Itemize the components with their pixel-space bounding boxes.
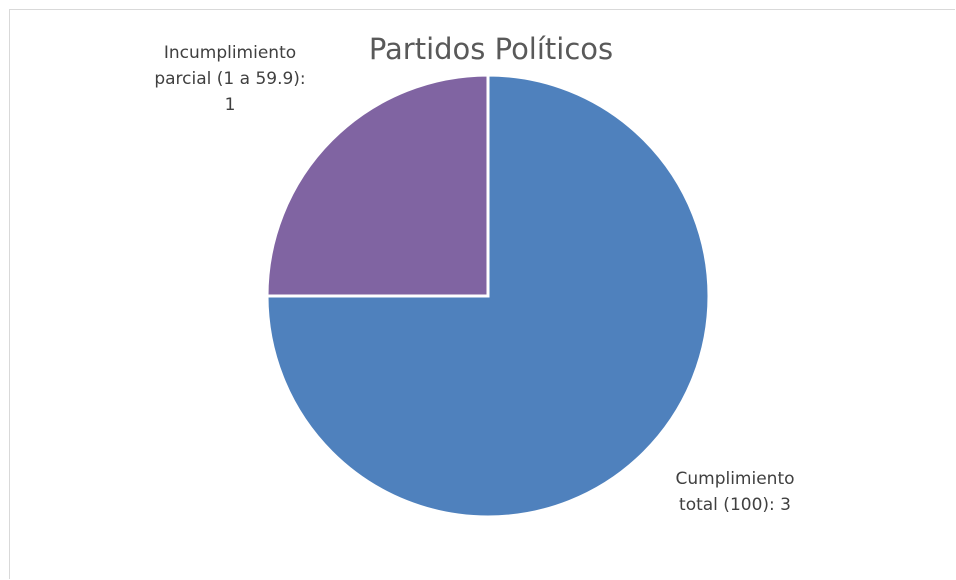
pie-slice-incumplimiento-parcial [265,73,490,298]
chart-title: Partidos Políticos [368,32,614,66]
data-label-incumplimiento-parcial: Incumplimiento parcial (1 a 59.9): 1 [154,43,306,115]
pie-slice-cumplimiento-total [265,73,711,519]
data-label-cumplimiento-total: Cumplimiento total (100): 3 [675,469,795,515]
pie-slices [265,73,711,519]
